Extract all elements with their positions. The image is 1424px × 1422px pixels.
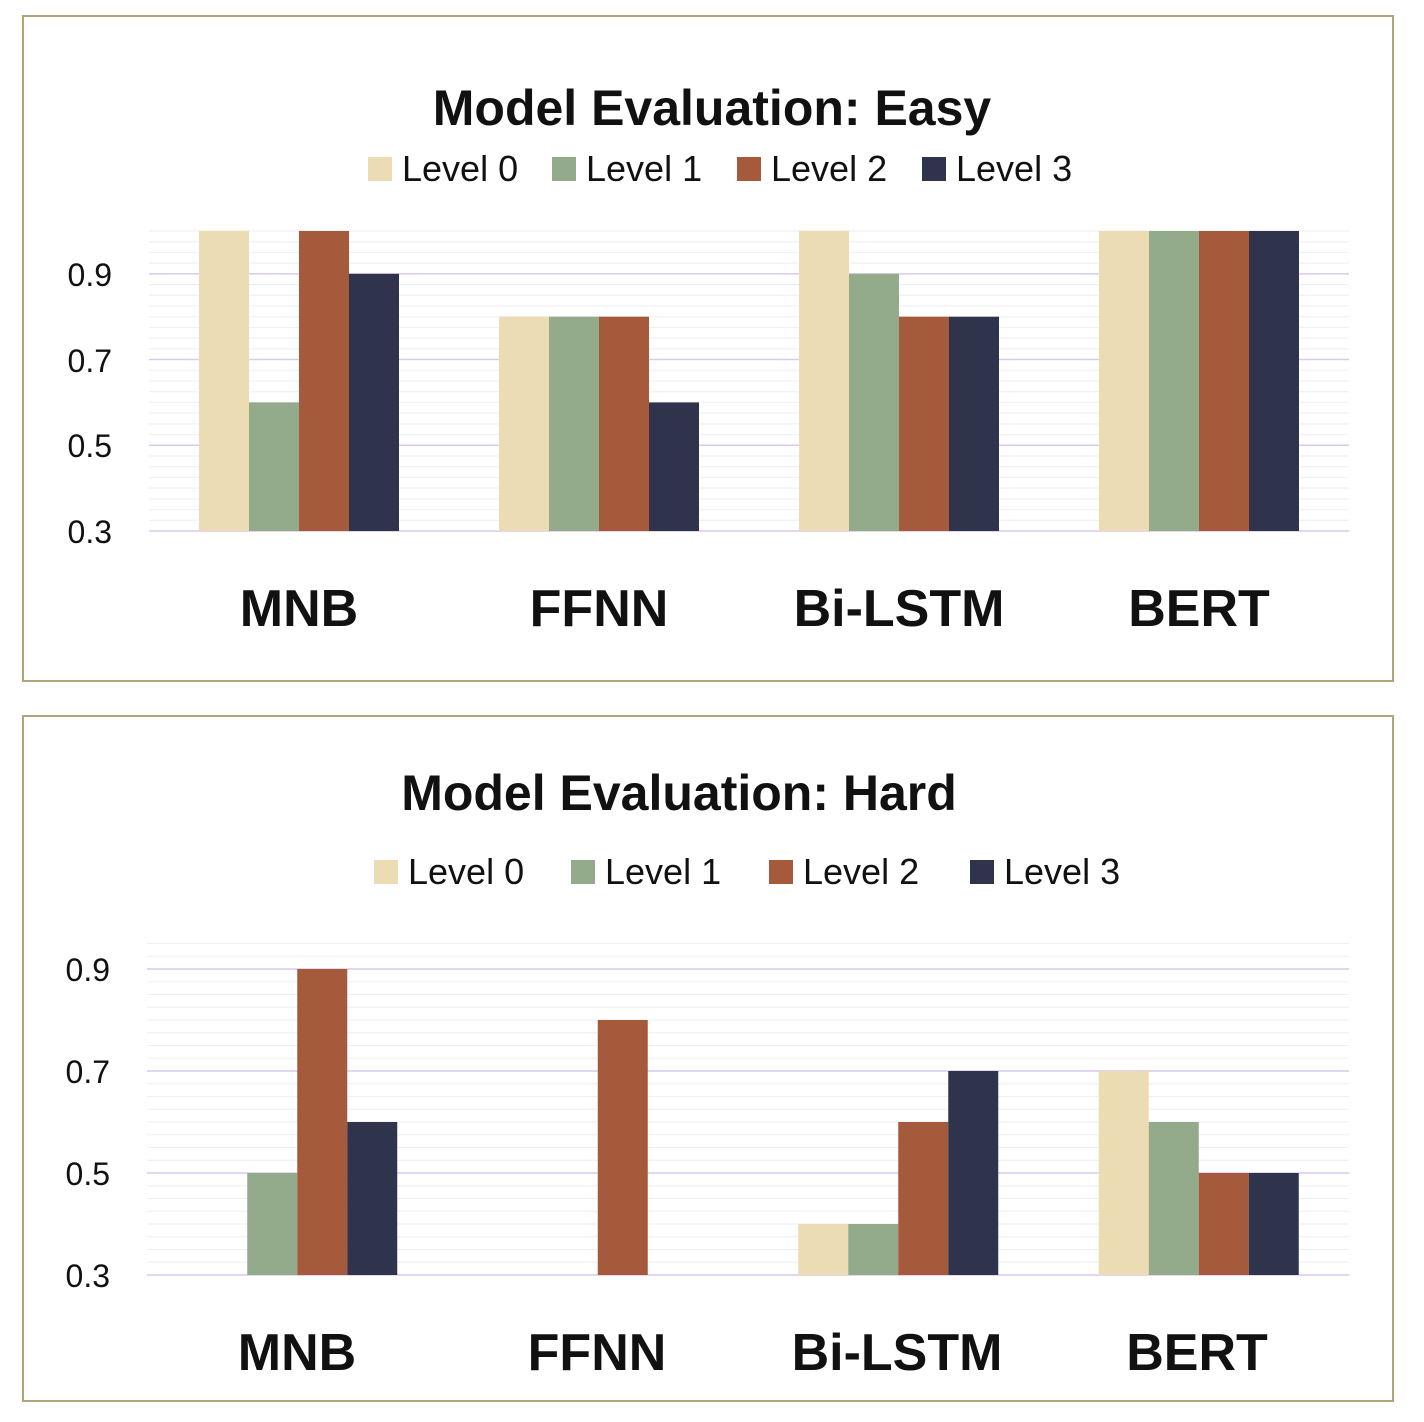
y-tick-label: 0.9 bbox=[68, 257, 112, 293]
bar-bert-level3 bbox=[1249, 230, 1299, 532]
legend-label-level2: Level 2 bbox=[803, 851, 919, 892]
bar-ffnn-level1 bbox=[549, 316, 599, 531]
bars bbox=[247, 969, 1299, 1275]
legend-swatch-level1 bbox=[571, 860, 595, 884]
category-label-ffnn: FFNN bbox=[528, 1324, 667, 1382]
category-label-bert: BERT bbox=[1128, 580, 1270, 638]
legend-swatch-level0 bbox=[374, 860, 398, 884]
y-axis: 0.3 0.5 0.7 0.9 bbox=[68, 257, 112, 550]
legend-label-level3: Level 3 bbox=[956, 148, 1072, 189]
bar-mnb-level2 bbox=[299, 230, 349, 532]
bar-mnb-level3 bbox=[347, 1122, 398, 1275]
y-tick-label: 0.5 bbox=[66, 1156, 110, 1192]
bar-ffnn-level2 bbox=[599, 316, 649, 531]
category-label-mnb: MNB bbox=[238, 1324, 356, 1382]
chart-panel-hard: Model Evaluation: Hard Level 0 Level 1 L… bbox=[22, 715, 1394, 1402]
bar-ffnn-level0 bbox=[499, 316, 549, 531]
legend-swatch-level1 bbox=[552, 157, 576, 181]
y-tick-label: 0.9 bbox=[66, 952, 110, 988]
legend: Level 0 Level 1 Level 2 Level 3 bbox=[374, 851, 1120, 892]
bar-mnb-level0 bbox=[199, 230, 249, 532]
bar-bilstm-level2 bbox=[898, 1122, 949, 1275]
bar-mnb-level1 bbox=[247, 1173, 298, 1275]
legend-swatch-level2 bbox=[769, 860, 793, 884]
legend-label-level1: Level 1 bbox=[586, 148, 702, 189]
bar-mnb-level2 bbox=[297, 969, 348, 1275]
bar-bilstm-level3 bbox=[948, 1071, 999, 1275]
bar-bert-level0 bbox=[1099, 230, 1149, 532]
bar-bilstm-level1 bbox=[849, 273, 899, 531]
legend-swatch-level3 bbox=[970, 860, 994, 884]
chart-title: Model Evaluation: Easy bbox=[433, 80, 992, 136]
legend-swatch-level3 bbox=[922, 157, 946, 181]
legend: Level 0 Level 1 Level 2 Level 3 bbox=[368, 148, 1072, 189]
bar-bilstm-level3 bbox=[949, 316, 999, 531]
legend-label-level3: Level 3 bbox=[1004, 851, 1120, 892]
bar-bert-level1 bbox=[1148, 1122, 1199, 1275]
bar-bert-level0 bbox=[1098, 1071, 1149, 1275]
chart-panel-easy: Model Evaluation: Easy Level 0 Level 1 L… bbox=[22, 15, 1394, 682]
legend-label-level0: Level 0 bbox=[408, 851, 524, 892]
category-label-mnb: MNB bbox=[240, 580, 358, 638]
bar-bert-level3 bbox=[1248, 1173, 1299, 1275]
chart-hard-svg: Model Evaluation: Hard Level 0 Level 1 L… bbox=[66, 765, 1349, 1382]
bar-bilstm-level1 bbox=[848, 1224, 899, 1275]
y-tick-label: 0.7 bbox=[66, 1054, 110, 1090]
y-tick-label: 0.3 bbox=[66, 1258, 110, 1294]
legend-label-level0: Level 0 bbox=[402, 148, 518, 189]
legend-label-level2: Level 2 bbox=[771, 148, 887, 189]
bar-bilstm-level2 bbox=[899, 316, 949, 531]
bar-bert-level2 bbox=[1198, 1173, 1249, 1275]
y-tick-label: 0.3 bbox=[68, 514, 112, 550]
chart-easy-svg: Model Evaluation: Easy Level 0 Level 1 L… bbox=[68, 80, 1349, 638]
bar-ffnn-level3 bbox=[649, 402, 699, 531]
bar-bert-level1 bbox=[1149, 230, 1199, 532]
legend-swatch-level0 bbox=[368, 157, 392, 181]
chart-title: Model Evaluation: Hard bbox=[401, 765, 957, 821]
bar-bert-level2 bbox=[1199, 230, 1249, 532]
y-axis: 0.3 0.5 0.7 0.9 bbox=[66, 952, 110, 1294]
bar-mnb-level1 bbox=[249, 402, 299, 531]
category-label-bilstm: Bi-LSTM bbox=[794, 580, 1005, 638]
bar-mnb-level3 bbox=[349, 273, 399, 531]
category-label-bilstm: Bi-LSTM bbox=[792, 1324, 1003, 1382]
bar-bilstm-level0 bbox=[799, 230, 849, 532]
category-label-ffnn: FFNN bbox=[530, 580, 669, 638]
category-label-bert: BERT bbox=[1126, 1324, 1268, 1382]
y-tick-label: 0.5 bbox=[68, 428, 112, 464]
legend-swatch-level2 bbox=[737, 157, 761, 181]
legend-label-level1: Level 1 bbox=[605, 851, 721, 892]
y-tick-label: 0.7 bbox=[68, 343, 112, 379]
x-axis: MNB FFNN Bi-LSTM BERT bbox=[240, 580, 1270, 638]
bar-ffnn-level2 bbox=[597, 1020, 648, 1275]
bars bbox=[199, 230, 1299, 532]
bar-bilstm-level0 bbox=[798, 1224, 849, 1275]
x-axis: MNB FFNN Bi-LSTM BERT bbox=[238, 1324, 1268, 1382]
